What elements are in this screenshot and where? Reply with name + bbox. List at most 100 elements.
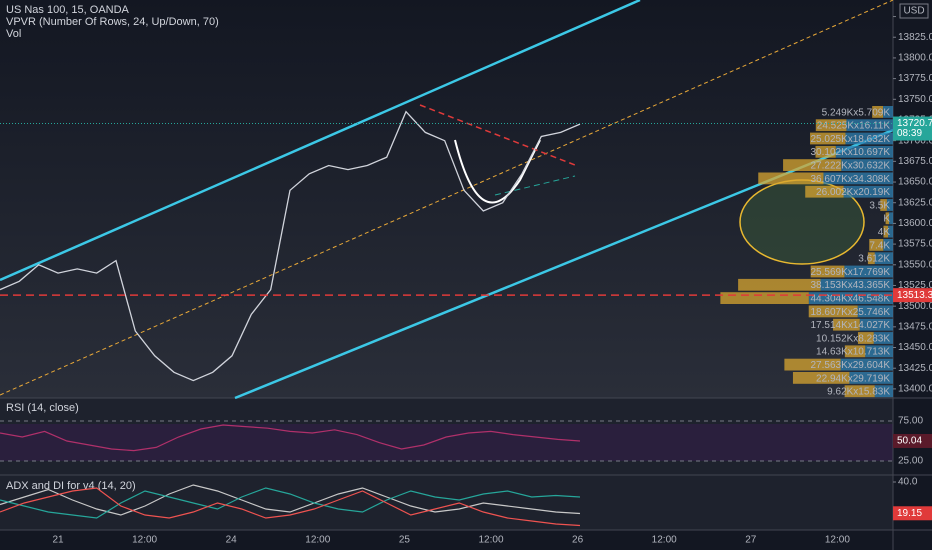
rsi-tick-label: 25.00	[898, 456, 923, 467]
vp-up	[845, 132, 893, 145]
vp-label: 4K	[878, 227, 891, 238]
vp-up	[840, 358, 893, 371]
rsi-line	[0, 424, 581, 452]
vp-up	[883, 106, 893, 118]
vp-down	[815, 119, 847, 132]
vp-down	[883, 225, 889, 238]
vp-up	[823, 172, 893, 185]
vp-up	[874, 385, 893, 398]
vp-down	[885, 212, 890, 225]
vp-label: 14.63Kx10.713K	[816, 347, 890, 358]
price-tick-label: 13425.0	[898, 363, 932, 374]
rsi-tick-label: 75.00	[898, 416, 923, 427]
vp-label: 27.563Kx29.604K	[810, 360, 890, 371]
vp-up	[888, 225, 893, 238]
vp-label: 24.525Kx16.11K	[817, 121, 891, 132]
di-minus-line	[0, 487, 581, 527]
adx-pane	[0, 475, 893, 530]
currency-box	[899, 3, 929, 19]
vp-label: 3.612K	[858, 254, 890, 265]
vp-label: 44.304Kx46.548K	[810, 293, 890, 304]
vp-up	[857, 305, 893, 318]
vp-up	[843, 185, 893, 198]
vp-down	[844, 385, 875, 398]
trend-line	[494, 175, 576, 196]
timer-label: 08:39	[897, 128, 922, 139]
rsi-band	[0, 424, 893, 461]
vp-down	[805, 185, 844, 198]
price-tick-label: 13475.0	[898, 321, 932, 332]
price-tick-label: 13450.0	[898, 342, 932, 353]
price-tick-label: 13400.0	[898, 384, 932, 395]
vp-label: K	[883, 214, 890, 225]
vp-up	[883, 239, 893, 251]
vp-up	[873, 332, 893, 344]
price-tick-label: 13650.0	[898, 177, 932, 188]
vp-down	[808, 305, 858, 318]
time-label: 26	[572, 535, 584, 546]
vp-label: 22.94Kx29.719K	[816, 373, 890, 384]
vp-label: 5.249Kx5.709K	[822, 107, 891, 118]
time-label: 25	[399, 535, 411, 546]
price-tick-label: 13575.0	[898, 239, 932, 250]
price-tick-label: 13825.0	[898, 32, 932, 43]
time-label: 12:00	[825, 535, 850, 546]
indicator-label: Vol	[6, 28, 21, 40]
vp-label: 30.102Kx10.697K	[810, 147, 890, 158]
channel-upper	[0, 0, 641, 282]
time-label: 21	[52, 535, 64, 546]
vp-down	[784, 358, 841, 371]
vp-down	[810, 132, 846, 145]
rsi-last: 50.04	[897, 436, 922, 447]
vp-label: 36.607Kx34.308K	[810, 174, 890, 185]
currency: USD	[903, 6, 924, 17]
price-tick-label: 13700.0	[898, 135, 932, 146]
pane-title: RSI (14, close)	[6, 402, 79, 414]
vp-label: 26.002Kx20.19K	[816, 187, 890, 198]
vp-label: 38.153Kx43.365K	[810, 280, 890, 291]
rsi-badge	[893, 433, 932, 448]
time-label: 12:00	[652, 535, 677, 546]
vp-label: 9.62Kx15.83K	[827, 387, 890, 398]
vp-label: 17.514Kx14.027K	[810, 320, 890, 331]
adx-badge	[893, 506, 932, 521]
last-badge	[893, 116, 932, 141]
price-tick-label: 13500.0	[898, 301, 932, 312]
level-label: 13513.3	[897, 290, 932, 301]
vp-up	[820, 278, 893, 291]
vp-label: 3.5K	[869, 200, 890, 211]
vp-up	[859, 318, 893, 331]
price-tick-label: 13600.0	[898, 218, 932, 229]
vp-label: 25.569Kx17.769K	[810, 267, 890, 278]
vp-up	[808, 292, 893, 304]
vp-down	[869, 239, 884, 251]
adx-tick-label: 40.0	[898, 477, 918, 488]
price-tick-label: 13775.0	[898, 73, 932, 84]
price-tick-label: 13525.0	[898, 280, 932, 291]
time-label: 27	[745, 535, 757, 546]
vp-down	[867, 252, 875, 265]
indicator-label: VPVR (Number Of Rows, 24, Up/Down, 70)	[6, 16, 219, 28]
vp-up	[889, 212, 893, 225]
time-label: 12:00	[305, 535, 330, 546]
last-label: 13720.7	[897, 118, 932, 129]
vp-up	[874, 252, 893, 265]
cup-curve	[454, 139, 541, 204]
channel-mid	[0, 0, 894, 396]
price-line	[0, 110, 581, 382]
vp-down	[857, 332, 874, 344]
vp-down	[720, 292, 809, 304]
vp-down	[783, 159, 842, 171]
di-plus-line	[0, 487, 581, 519]
vp-up	[841, 159, 893, 171]
time-label: 12:00	[478, 535, 503, 546]
vp-up	[846, 119, 893, 132]
chart-title: US Nas 100, 15, OANDA	[6, 4, 130, 16]
price-tick-label: 13625.0	[898, 197, 932, 208]
time-label: 12:00	[132, 535, 157, 546]
vp-down	[880, 199, 887, 211]
vp-down	[810, 265, 845, 278]
vp-label: 10.152Kx8.283K	[816, 333, 890, 344]
vp-down	[844, 345, 866, 358]
